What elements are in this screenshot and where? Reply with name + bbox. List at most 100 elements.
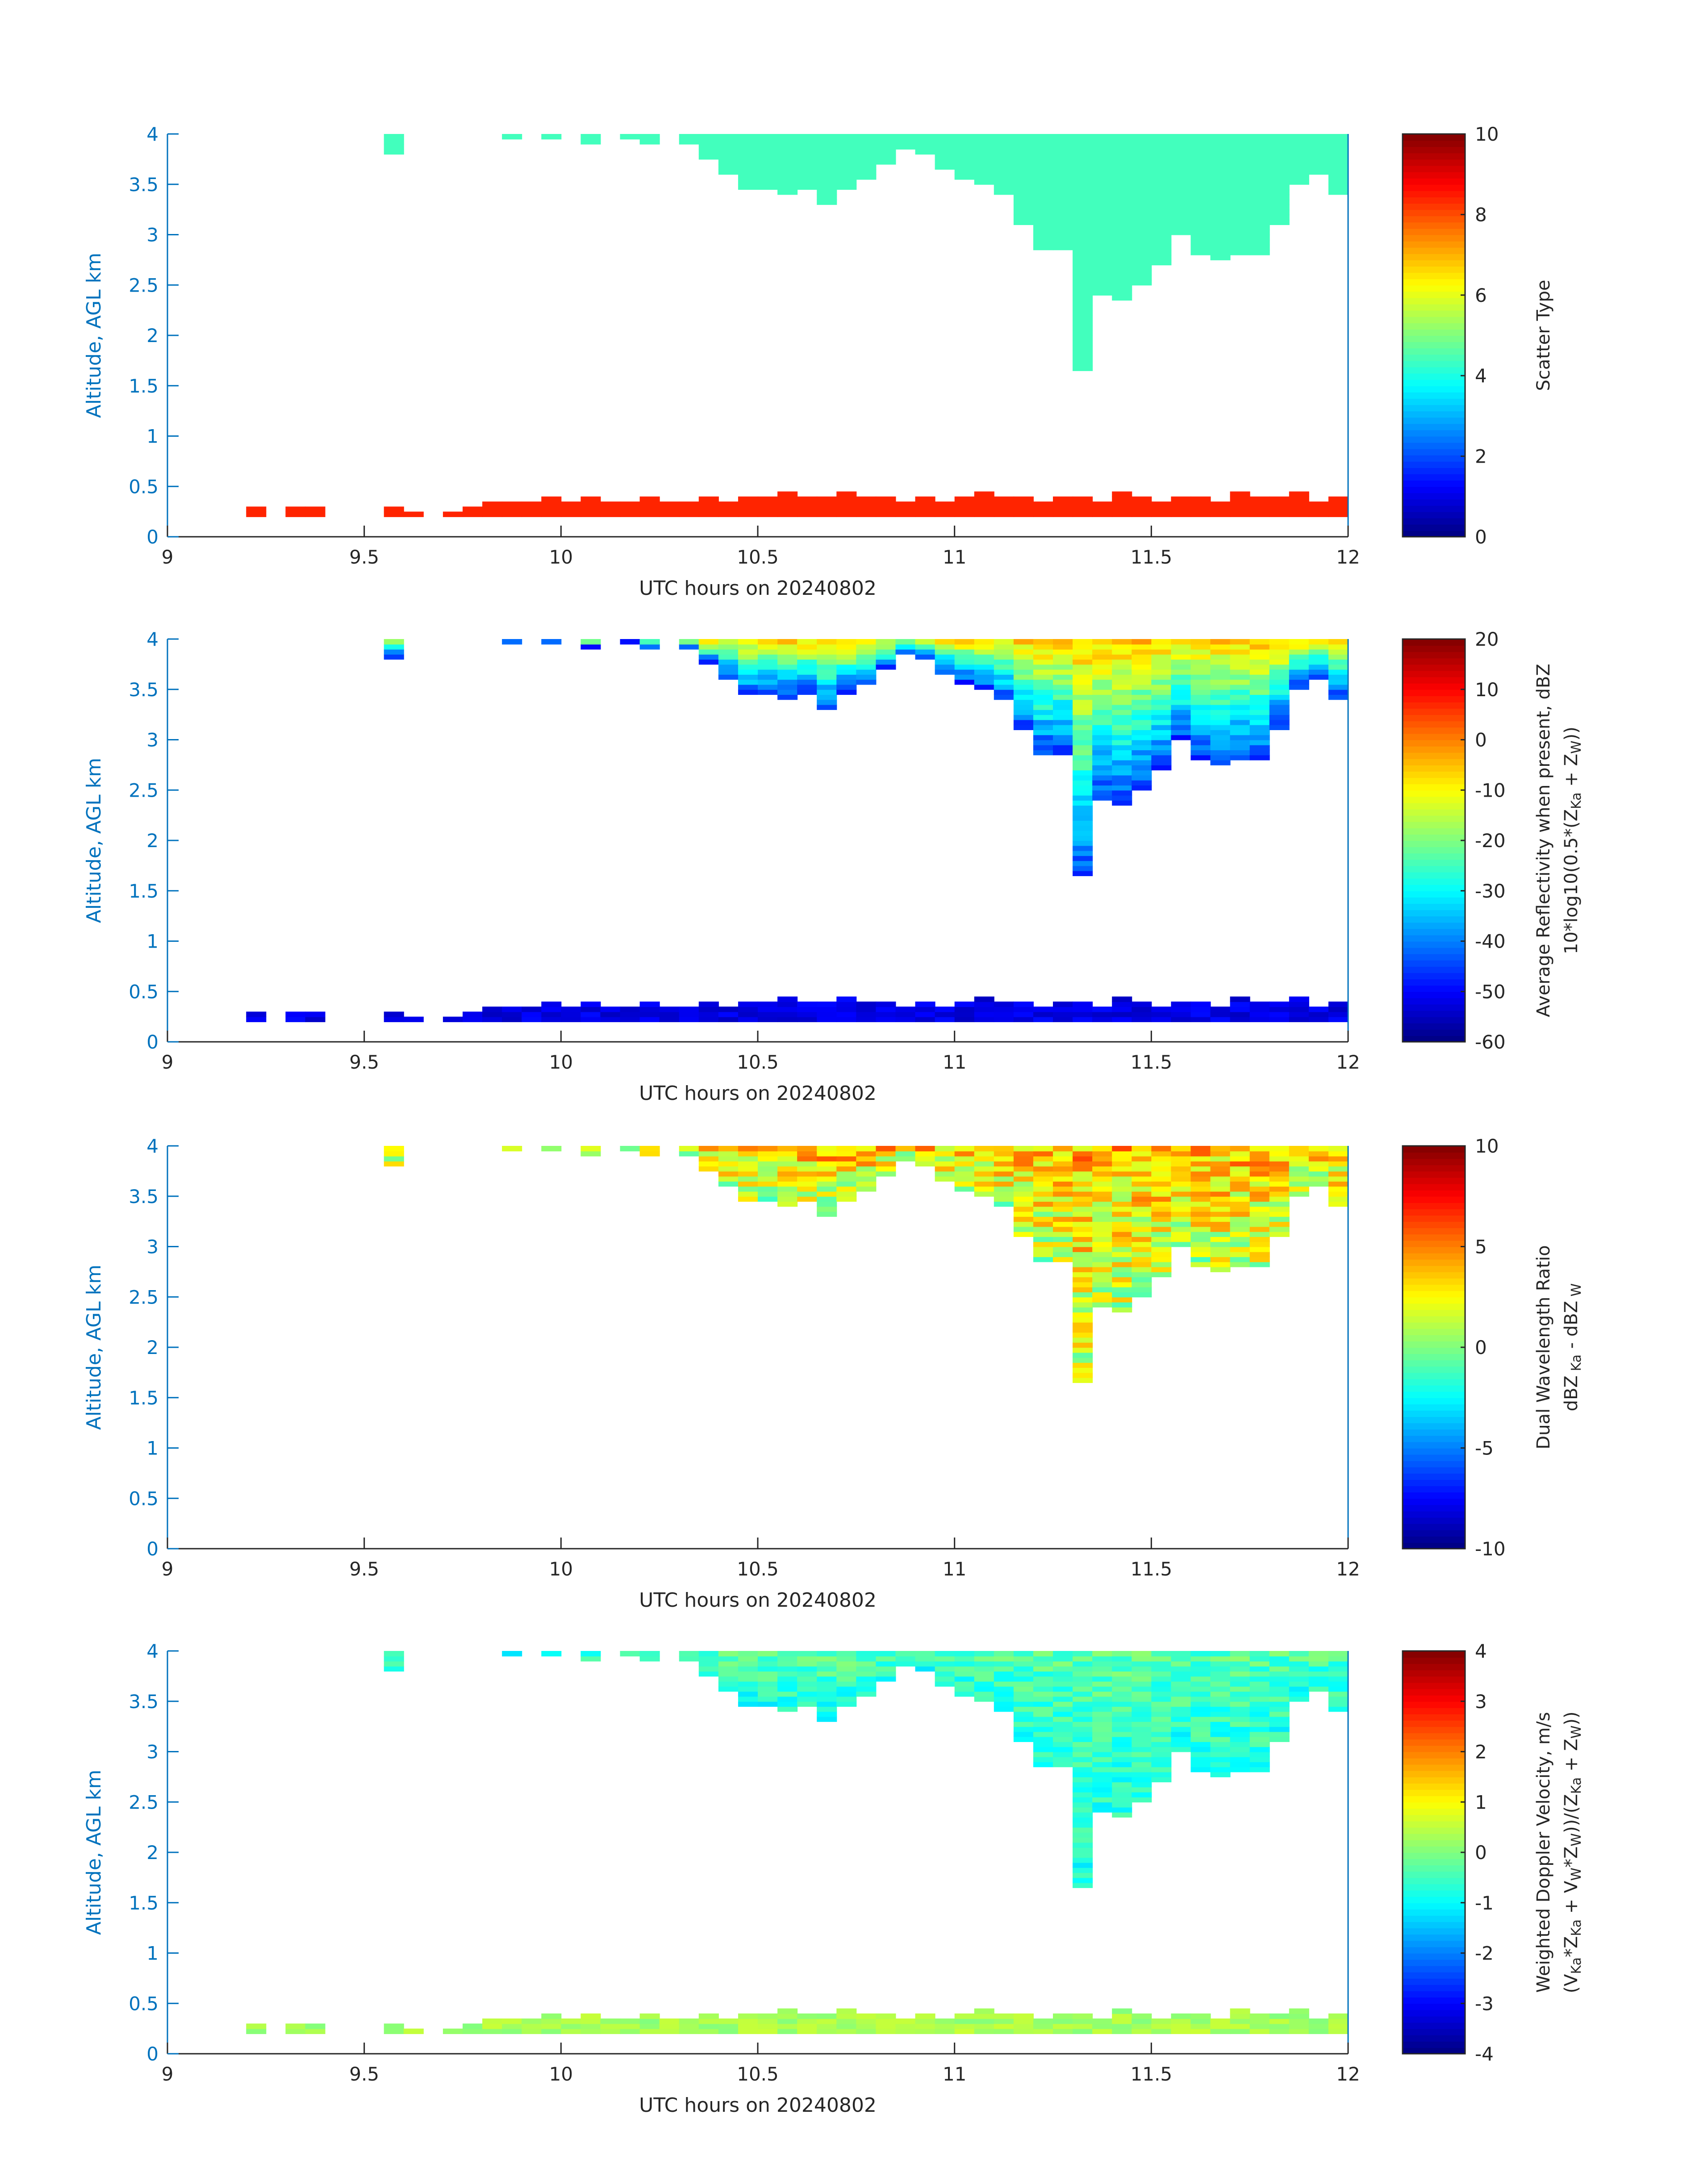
heatmap-cell bbox=[817, 644, 837, 650]
heatmap-cell bbox=[1249, 729, 1270, 735]
heatmap-cell bbox=[1053, 679, 1073, 685]
heatmap-cell bbox=[1151, 1007, 1172, 1012]
heatmap-cell bbox=[836, 1661, 857, 1667]
heatmap-cell bbox=[1053, 689, 1073, 695]
heatmap-cell bbox=[1328, 644, 1349, 650]
heatmap-cell bbox=[1230, 179, 1250, 185]
heatmap-cell bbox=[738, 659, 758, 665]
heatmap-cell bbox=[1171, 199, 1191, 205]
heatmap-cell bbox=[1092, 765, 1113, 771]
heatmap-cell bbox=[1289, 1676, 1309, 1682]
heatmap-cell bbox=[1249, 1007, 1270, 1012]
heatmap-cell bbox=[777, 154, 798, 160]
heatmap-cell bbox=[974, 644, 994, 650]
heatmap-cell bbox=[384, 2023, 404, 2029]
colorbar-tick-label: -20 bbox=[1475, 830, 1506, 852]
heatmap-cell bbox=[1112, 760, 1132, 765]
heatmap-cell bbox=[1092, 1201, 1113, 1207]
heatmap-cell bbox=[1132, 785, 1152, 791]
heatmap-cell bbox=[698, 2013, 719, 2019]
heatmap-cell bbox=[1190, 1011, 1211, 1017]
heatmap-cell bbox=[1210, 1756, 1231, 1763]
heatmap-cell bbox=[1230, 169, 1250, 175]
heatmap-cell bbox=[1073, 810, 1093, 816]
colorbar-label-subscript: Ka bbox=[1569, 1777, 1584, 1794]
heatmap-cell bbox=[876, 1007, 896, 1012]
heatmap-cell bbox=[659, 1007, 680, 1012]
heatmap-cell bbox=[915, 1656, 935, 1662]
heatmap-cell bbox=[1210, 1201, 1231, 1207]
colorbar-swatch bbox=[1403, 203, 1465, 210]
colorbar-tick-label: 3 bbox=[1475, 1691, 1487, 1713]
heatmap-cell bbox=[1132, 280, 1152, 286]
heatmap-cell bbox=[1190, 184, 1211, 190]
heatmap-cell bbox=[1013, 2018, 1034, 2024]
heatmap-cell bbox=[659, 2023, 680, 2029]
heatmap-cell bbox=[738, 1186, 758, 1192]
heatmap-cell bbox=[994, 649, 1014, 655]
heatmap-cell bbox=[1249, 2018, 1270, 2024]
y-tick-label: 0.5 bbox=[129, 1993, 159, 2014]
heatmap-cell bbox=[1151, 1767, 1172, 1772]
heatmap-cell bbox=[1230, 2028, 1250, 2034]
colorbar-swatch bbox=[1403, 379, 1465, 386]
heatmap-cell bbox=[639, 1146, 660, 1152]
heatmap-cell bbox=[836, 649, 857, 655]
heatmap-cell bbox=[1092, 1246, 1113, 1252]
heatmap-cell bbox=[1289, 501, 1309, 507]
heatmap-cell bbox=[836, 491, 857, 497]
heatmap-cell bbox=[1308, 654, 1329, 660]
heatmap-cell bbox=[1073, 644, 1093, 650]
heatmap-cell bbox=[1210, 704, 1231, 710]
heatmap-cell bbox=[1073, 1206, 1093, 1212]
heatmap-cell bbox=[1328, 2013, 1349, 2019]
heatmap-cell bbox=[1053, 649, 1073, 655]
heatmap-cell bbox=[522, 501, 542, 507]
heatmap-cell bbox=[1073, 209, 1093, 215]
heatmap-cell bbox=[777, 501, 798, 507]
colorbar-swatch bbox=[1403, 216, 1465, 223]
heatmap-cell bbox=[1053, 1681, 1073, 1687]
heatmap-cell bbox=[1092, 1007, 1113, 1012]
colorbar-swatch bbox=[1403, 1934, 1465, 1941]
y-tick-label: 4 bbox=[146, 628, 159, 650]
heatmap-cell bbox=[738, 654, 758, 660]
heatmap-cell bbox=[1190, 644, 1211, 650]
heatmap-cell bbox=[1073, 825, 1093, 831]
heatmap-cell bbox=[1269, 1221, 1290, 1227]
heatmap-cell bbox=[994, 644, 1014, 650]
heatmap-cell bbox=[1210, 1706, 1231, 1712]
heatmap-cell bbox=[1092, 1782, 1113, 1788]
heatmap-cell bbox=[1132, 735, 1152, 740]
colorbar-swatch bbox=[1403, 1776, 1465, 1784]
heatmap-cell bbox=[1289, 674, 1309, 680]
heatmap-cell bbox=[974, 1156, 994, 1162]
heatmap-cell bbox=[1190, 740, 1211, 745]
heatmap-cell bbox=[1112, 684, 1132, 690]
heatmap-cell bbox=[1289, 1007, 1309, 1012]
heatmap-cell bbox=[1092, 1206, 1113, 1212]
heatmap-cell bbox=[1112, 1661, 1132, 1667]
heatmap-cell bbox=[974, 144, 994, 150]
heatmap-cell bbox=[1073, 280, 1093, 286]
heatmap-cell bbox=[1289, 1016, 1309, 1022]
heatmap-cell bbox=[1112, 164, 1132, 170]
heatmap-cell bbox=[1112, 1706, 1132, 1712]
heatmap-cell bbox=[1210, 1221, 1231, 1227]
heatmap-cell bbox=[856, 1661, 877, 1667]
heatmap-cell bbox=[1249, 1011, 1270, 1017]
heatmap-cell bbox=[738, 1146, 758, 1152]
heatmap-cell bbox=[797, 1676, 818, 1682]
heatmap-cell bbox=[1053, 1201, 1073, 1207]
heatmap-cell bbox=[698, 501, 719, 507]
heatmap-cell bbox=[1151, 204, 1172, 210]
heatmap-cell bbox=[580, 1656, 601, 1662]
heatmap-cell bbox=[1328, 664, 1349, 670]
heatmap-cell bbox=[659, 1016, 680, 1022]
heatmap-cell bbox=[1210, 159, 1231, 165]
heatmap-cell bbox=[1230, 250, 1250, 255]
heatmap-cell bbox=[994, 144, 1014, 150]
heatmap-cell bbox=[1249, 204, 1270, 210]
heatmap-cell bbox=[994, 684, 1014, 690]
heatmap-cell bbox=[994, 1701, 1014, 1707]
